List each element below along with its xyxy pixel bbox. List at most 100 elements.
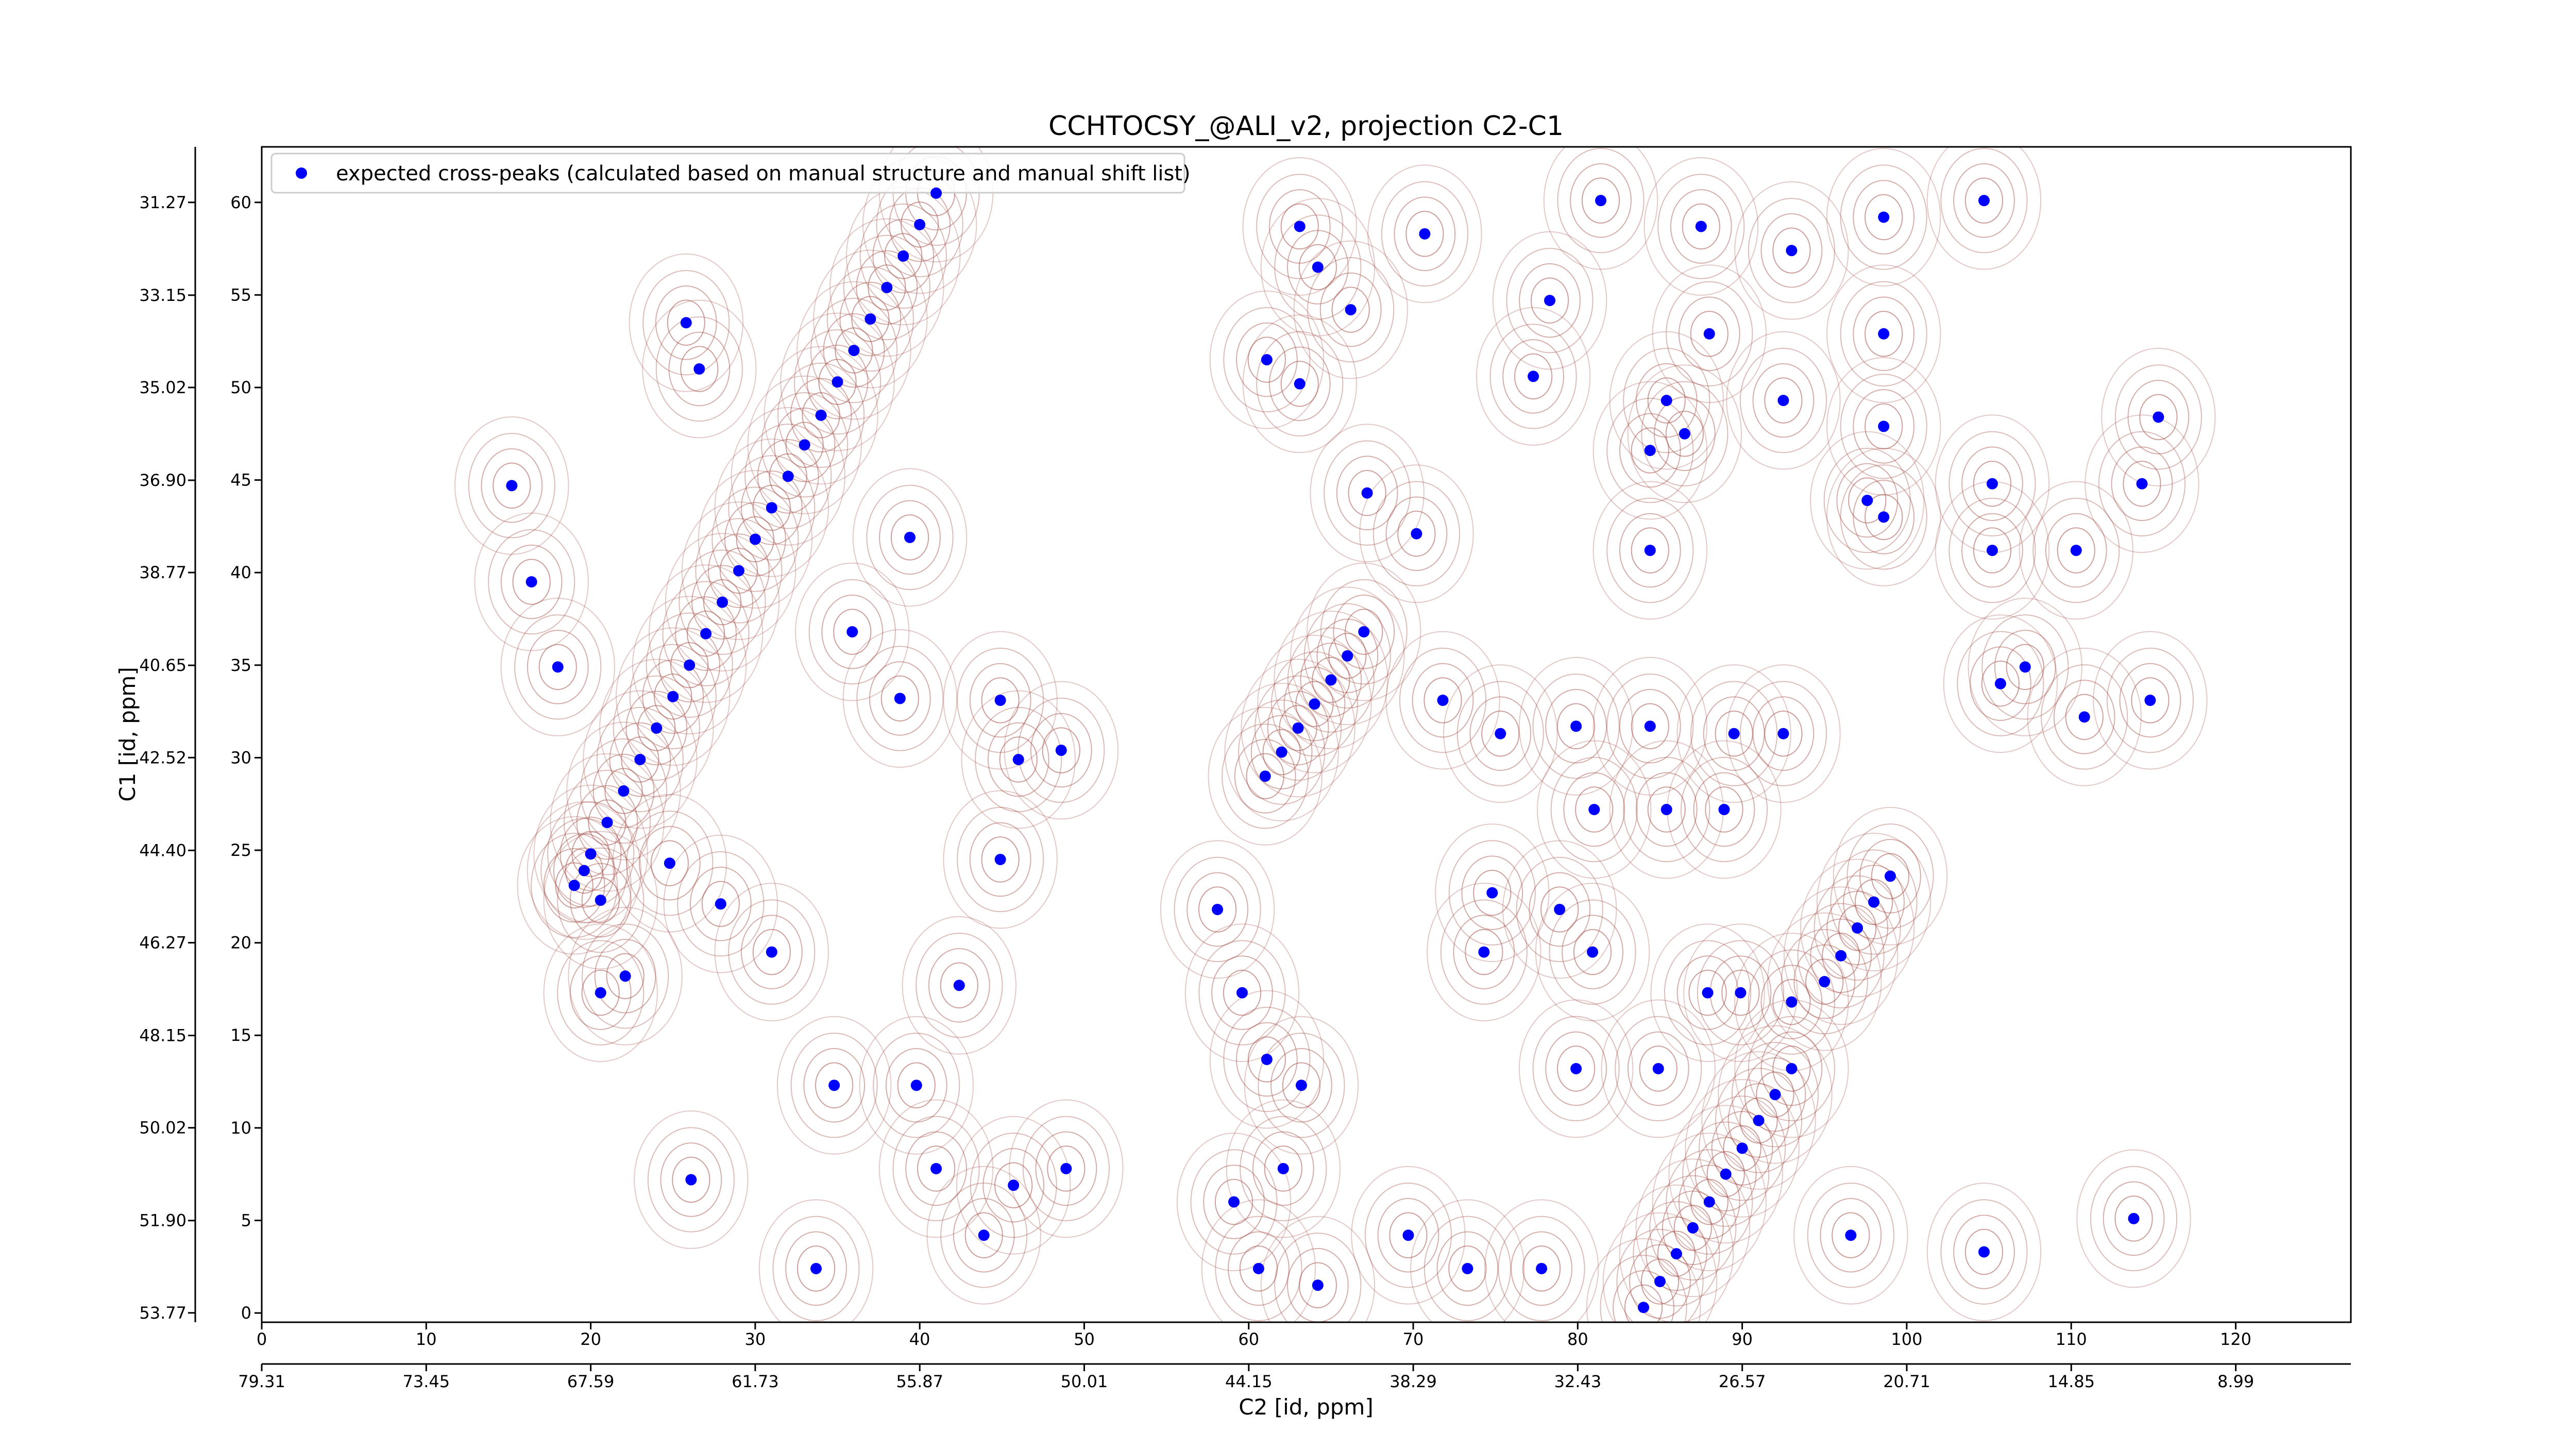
contour — [2019, 481, 2133, 620]
contour — [790, 1033, 878, 1138]
cross-peak — [2078, 711, 2090, 723]
contour — [1643, 157, 1758, 296]
contour — [481, 448, 543, 523]
contour — [708, 533, 770, 608]
contour — [1307, 257, 1395, 363]
contour — [1461, 855, 1523, 930]
contour — [660, 1142, 722, 1217]
contour — [621, 736, 659, 783]
contour — [1994, 630, 2056, 704]
cross-peak — [1978, 195, 1990, 207]
cross-peak — [1835, 950, 1847, 962]
contour — [1511, 1231, 1572, 1306]
contour — [1209, 990, 1325, 1129]
contour — [1953, 163, 2015, 238]
contour — [675, 596, 737, 671]
contour — [1549, 899, 1636, 1005]
xticks-label: 10 — [416, 1329, 437, 1349]
contour — [1640, 1258, 1680, 1305]
cross-peak — [1878, 420, 1890, 432]
y2ticks-label: 50.02 — [139, 1118, 187, 1138]
cross-peak — [1986, 478, 1998, 490]
contour — [1673, 1205, 1712, 1251]
contour — [2139, 394, 2178, 441]
contour — [2041, 664, 2128, 770]
contour — [982, 1148, 1045, 1223]
contour — [569, 955, 632, 1030]
contour — [1319, 272, 1382, 347]
contour — [744, 424, 832, 529]
contour — [1518, 656, 1634, 796]
cross-peak — [832, 376, 843, 388]
contour — [769, 453, 807, 500]
contour — [1783, 886, 1899, 1025]
contour — [1968, 597, 2083, 736]
contour — [1948, 431, 2036, 536]
x2ticks-label: 32.43 — [1554, 1372, 1602, 1391]
contour — [1260, 198, 1376, 336]
contour — [1316, 618, 1379, 694]
contour — [2057, 527, 2095, 574]
contour — [1397, 511, 1436, 557]
contour — [638, 825, 701, 901]
contour — [1629, 1244, 1691, 1319]
cross-peak — [904, 531, 916, 543]
cross-peak — [2136, 478, 2148, 490]
contour — [642, 270, 730, 376]
contour — [1706, 1151, 1745, 1198]
contour — [1652, 1133, 1767, 1271]
cross-peak — [1687, 1222, 1699, 1234]
contour — [2065, 694, 2104, 740]
cross-peak — [595, 894, 606, 906]
contour — [1215, 1216, 1302, 1322]
contour — [679, 549, 766, 655]
contour — [1262, 729, 1301, 776]
contour — [1235, 1022, 1298, 1097]
cross-peak — [848, 345, 860, 357]
contour — [808, 579, 896, 685]
contour — [1298, 1262, 1337, 1308]
cross-peak — [1660, 803, 1672, 815]
contour — [1160, 840, 1275, 979]
contour — [488, 529, 575, 635]
contour — [740, 915, 803, 989]
contour — [1359, 464, 1474, 603]
contour — [1826, 264, 1941, 403]
cross-peak — [1702, 987, 1714, 999]
contour — [1246, 753, 1284, 800]
contour — [1198, 940, 1286, 1046]
contour — [826, 266, 914, 372]
yticks-label: 35 — [230, 655, 251, 675]
cross-peak — [1261, 1053, 1273, 1065]
y2ticks-label: 53.77 — [139, 1303, 187, 1323]
contour — [1258, 1033, 1345, 1138]
contour — [1838, 905, 1877, 951]
contour — [1781, 929, 1868, 1035]
contour — [665, 533, 780, 672]
contour — [1865, 494, 1903, 541]
contour — [2103, 1181, 2165, 1256]
contour — [629, 253, 743, 392]
contour — [981, 677, 1020, 723]
contour — [1367, 164, 1482, 304]
contour — [1739, 347, 1827, 453]
contour — [1682, 1121, 1770, 1227]
contour — [1820, 1198, 1882, 1273]
contour — [1715, 711, 1753, 757]
cross-peak — [846, 626, 858, 638]
contour — [538, 644, 577, 690]
contour — [557, 940, 645, 1046]
contour — [1298, 244, 1337, 291]
cross-peak — [1277, 1162, 1289, 1174]
cross-peak — [1312, 1279, 1324, 1291]
contour — [1256, 174, 1344, 279]
contour — [1826, 357, 1941, 496]
contour — [2123, 461, 2161, 507]
contour — [632, 596, 747, 735]
contour — [810, 297, 898, 403]
y2ticks-label: 33.15 — [139, 285, 187, 305]
contour — [1522, 1245, 1561, 1292]
contour — [625, 690, 688, 766]
contour — [873, 1033, 960, 1138]
contour — [1805, 958, 1844, 1005]
